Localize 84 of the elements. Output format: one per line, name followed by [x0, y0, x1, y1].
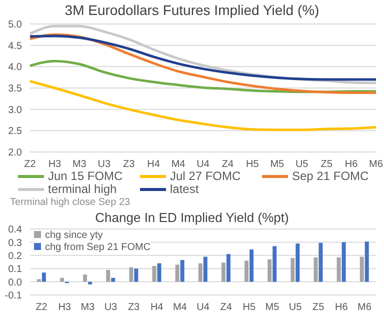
- x-tick-label: U4: [196, 159, 210, 170]
- y-tick-label: 3.5: [8, 84, 22, 95]
- y-tick-label: 2.0: [8, 148, 22, 159]
- bar: [360, 256, 364, 282]
- bar: [175, 264, 180, 282]
- bar: [318, 242, 323, 282]
- bar: [180, 260, 184, 282]
- bar: [157, 263, 162, 282]
- bar: [88, 282, 92, 284]
- bar: [244, 260, 249, 282]
- legend-label: chg since yty: [44, 230, 104, 242]
- x-tick-label: U3: [104, 302, 118, 314]
- x-tick-label: H3: [48, 159, 62, 170]
- y-tick-label: 4.0: [8, 62, 22, 74]
- y-tick-label: 0.2: [8, 250, 22, 262]
- x-tick-label: H3: [58, 302, 72, 314]
- y-tick-label: -0.1: [4, 290, 22, 302]
- bar: [60, 278, 64, 282]
- x-tick-label: M5: [265, 302, 280, 314]
- y-tick-label: 0.0: [8, 277, 22, 288]
- bar: [203, 256, 208, 282]
- x-tick-label: Z3: [128, 302, 140, 314]
- x-tick-label: H4: [147, 159, 160, 170]
- x-tick-label: M6: [369, 159, 384, 170]
- x-tick-label: U5: [288, 302, 302, 314]
- bar: [106, 270, 110, 282]
- line-series: [28, 80, 378, 132]
- y-tick-label: 3.0: [8, 104, 22, 116]
- bar: [198, 263, 202, 282]
- bar: [314, 257, 318, 282]
- legend-label: terminal high: [47, 182, 118, 196]
- bar: [268, 259, 272, 282]
- x-tick-label: H5: [246, 159, 260, 170]
- bar: [336, 257, 341, 282]
- line-series: [28, 34, 378, 81]
- x-tick-label: U4: [196, 302, 210, 314]
- chart-title: 3M Eurodollars Futures Implied Yield (%): [64, 1, 320, 20]
- bar: [221, 262, 226, 282]
- x-tick-label: M3: [72, 159, 87, 170]
- x-tick-label: Z3: [123, 159, 136, 170]
- bar: [134, 268, 138, 282]
- x-tick-label: H6: [344, 159, 358, 170]
- y-tick-label: 2.5: [8, 126, 22, 138]
- legend-label: Jul 27 FOMC: [169, 169, 242, 183]
- x-tick-label: U3: [98, 159, 111, 170]
- legend-label: Sep 21 FOMC: [291, 169, 370, 183]
- bar: [36, 279, 41, 282]
- x-tick-label: Z2: [36, 302, 48, 314]
- x-tick-label: Z5: [320, 159, 333, 170]
- x-tick-label: H5: [242, 302, 256, 314]
- bar: [272, 246, 277, 282]
- bar: [111, 278, 116, 282]
- y-tick-label: 0.1: [8, 264, 22, 276]
- bar: [342, 242, 346, 282]
- text: Terminal high close Sep 23: [9, 196, 132, 210]
- x-tick-label: Z2: [24, 159, 36, 170]
- bar: [250, 249, 254, 282]
- bar: [129, 267, 134, 282]
- chart-title: Change In ED Implied Yield (%pt): [94, 210, 290, 225]
- x-tick-label: H6: [335, 302, 348, 314]
- y-tick-label: 5.0: [8, 20, 22, 31]
- bar: [83, 274, 88, 282]
- y-tick-label: 4.5: [8, 40, 22, 52]
- bar: [152, 266, 156, 282]
- legend-label: chg from Sep 21 FOMC: [44, 242, 151, 254]
- x-tick-label: M3: [80, 302, 96, 314]
- bar: [290, 258, 295, 282]
- bar: [226, 254, 230, 282]
- x-tick-label: M5: [270, 159, 285, 170]
- x-tick-label: H4: [150, 302, 164, 314]
- x-tick-label: M6: [358, 302, 372, 314]
- x-tick-label: U5: [295, 159, 309, 170]
- legend-label: Jun 15 FOMC: [47, 169, 124, 183]
- x-tick-label: M4: [172, 302, 188, 314]
- x-tick-label: M4: [171, 159, 186, 170]
- y-tick-label: 0.4: [8, 224, 22, 236]
- x-tick-label: Z4: [220, 302, 232, 314]
- x-tick-label: Z4: [222, 159, 234, 170]
- x-tick-label: Z5: [312, 302, 325, 314]
- bar: [42, 272, 46, 282]
- legend-label: latest: [169, 182, 200, 196]
- bar: [364, 242, 369, 282]
- y-tick-label: 0.3: [8, 238, 22, 249]
- bar: [296, 244, 300, 282]
